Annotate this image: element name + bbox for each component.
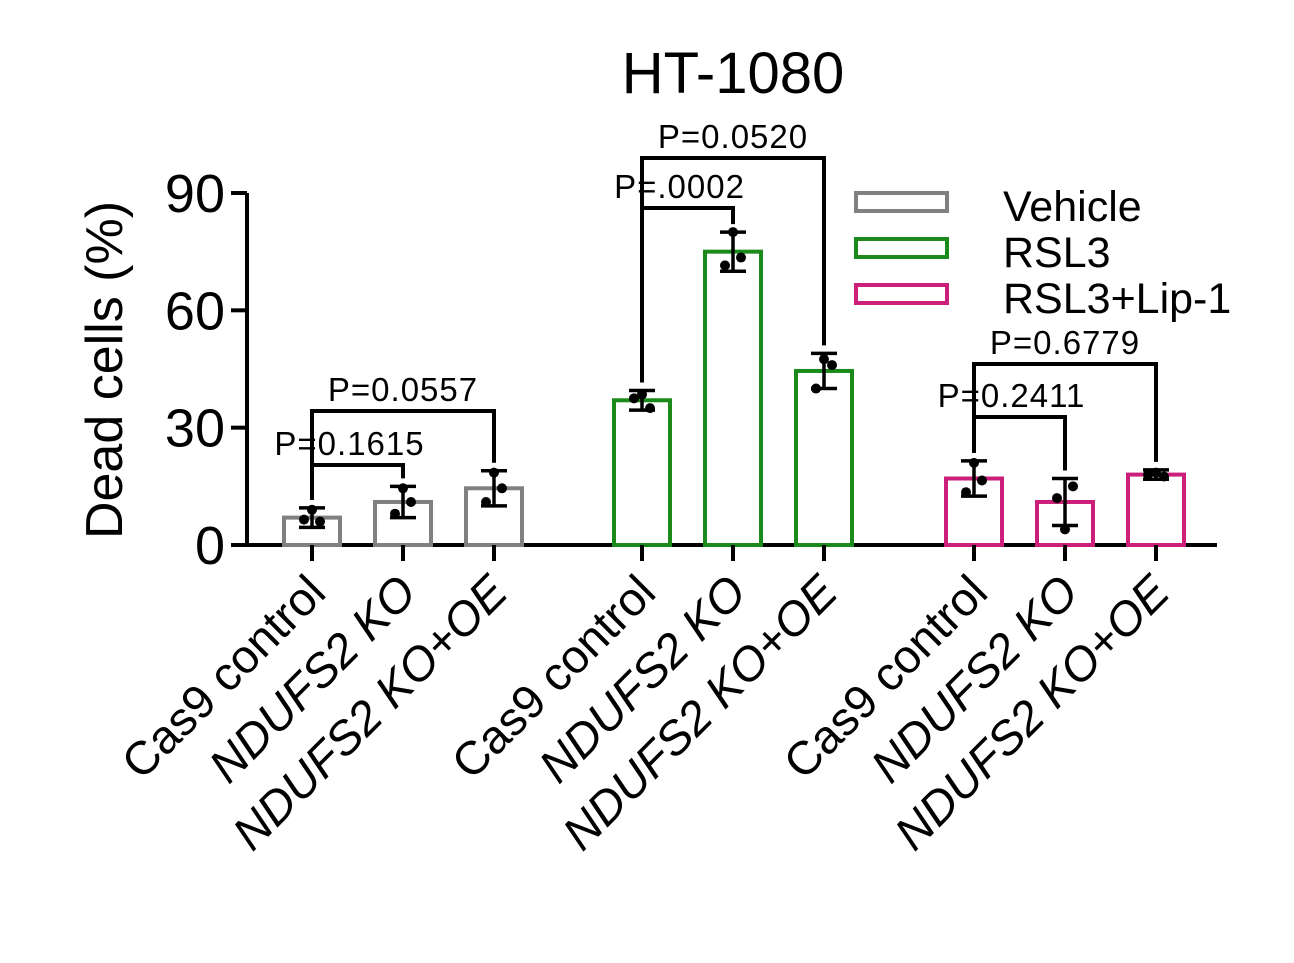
data-point-1-0-0: [637, 389, 647, 400]
data-point-2-0-1: [961, 487, 971, 498]
data-point-2-0-0: [969, 457, 979, 468]
data-point-2-2-0: [1151, 467, 1161, 478]
bar-2-2: [1126, 472, 1186, 548]
significance-bracket-1: [310, 409, 496, 500]
legend-label-1: RSL3: [1003, 229, 1111, 277]
p-value-label-1: P=0.0557: [328, 371, 478, 408]
y-tick-label-90: 90: [165, 164, 225, 224]
data-point-0-2-0: [489, 467, 499, 478]
data-point-2-2-1: [1143, 469, 1153, 480]
significance-bracket-0: [310, 463, 405, 500]
bar-1-0: [612, 398, 672, 547]
legend-swatch-1: [854, 237, 949, 259]
chart-title: HT-1080: [622, 41, 844, 106]
significance-bracket-5: [972, 362, 1158, 462]
p-value-label-5: P=0.6779: [990, 324, 1140, 361]
p-value-label-2: P=.0002: [614, 168, 745, 205]
data-point-0-0-0: [307, 504, 317, 515]
data-point-2-0-2: [977, 475, 987, 486]
legend-label-2: RSL3+Lip-1: [1003, 275, 1231, 323]
y-tick-label-60: 60: [165, 281, 225, 341]
data-point-2-2-2: [1159, 471, 1169, 482]
data-point-2-1-0: [1060, 524, 1070, 535]
data-point-1-1-0: [728, 227, 738, 238]
data-point-1-2-2: [827, 360, 837, 371]
y-tick-label-30: 30: [165, 399, 225, 459]
bar-1-1: [703, 249, 763, 548]
legend-swatch-0: [854, 191, 949, 213]
p-value-label-0: P=0.1615: [274, 425, 424, 462]
data-point-1-1-2: [736, 252, 746, 263]
legend-swatch-2: [854, 283, 949, 305]
data-point-2-1-2: [1068, 481, 1078, 492]
data-point-1-2-1: [811, 383, 821, 394]
data-point-0-1-1: [390, 508, 400, 519]
data-point-1-2-0: [819, 354, 829, 365]
p-value-label-3: P=0.0520: [658, 118, 808, 155]
data-point-0-2-1: [481, 496, 491, 507]
p-value-label-4: P=0.2411: [938, 377, 1086, 414]
significance-bracket-2: [640, 206, 735, 383]
data-point-2-1-1: [1052, 493, 1062, 504]
legend-label-0: Vehicle: [1003, 183, 1142, 231]
data-point-0-0-2: [315, 516, 325, 527]
y-axis-label: Dead cells (%): [76, 201, 134, 539]
significance-bracket-4: [972, 415, 1067, 471]
data-point-0-1-2: [406, 496, 416, 507]
data-point-1-1-1: [720, 260, 730, 271]
significance-bracket-3: [640, 156, 826, 383]
data-point-1-0-1: [629, 393, 639, 404]
data-point-0-0-1: [299, 514, 309, 525]
y-tick-label-0: 0: [195, 516, 225, 576]
data-point-0-2-2: [497, 483, 507, 494]
data-point-0-1-0: [398, 483, 408, 494]
data-point-1-0-2: [645, 403, 655, 414]
bar-1-2: [794, 368, 854, 548]
